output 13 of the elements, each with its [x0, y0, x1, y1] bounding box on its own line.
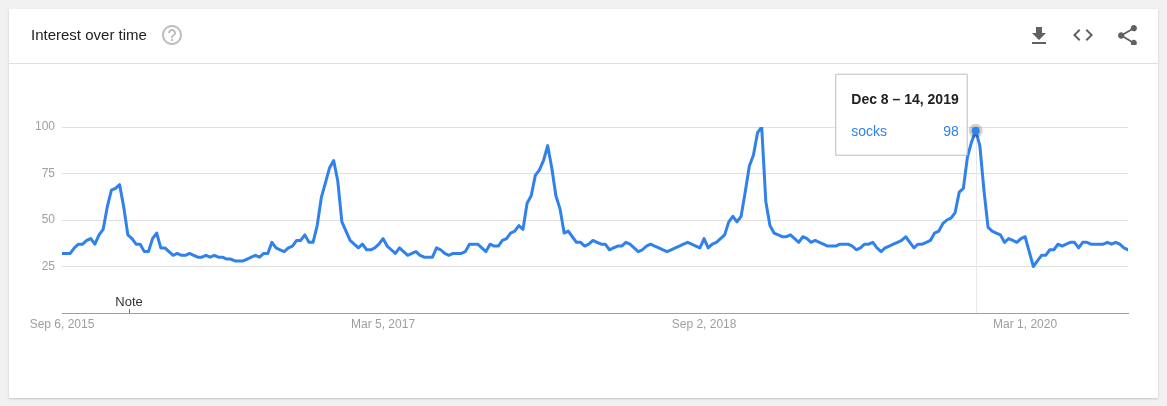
x-tick-label: Sep 6, 2015 — [29, 316, 95, 331]
data-label: 98 — [943, 122, 959, 139]
y-tick-label: 75 — [41, 165, 56, 180]
x-tick-label: Mar 1, 2020 — [993, 316, 1058, 331]
y-tick-label: 100 — [34, 119, 56, 134]
y-tick-label: 50 — [41, 212, 56, 227]
x-tick-label: Sep 2, 2018 — [671, 316, 737, 331]
x-tick-label: Mar 5, 2017 — [351, 316, 416, 331]
annotation: Note — [115, 294, 143, 309]
chart-title: Interest over time — [31, 26, 147, 44]
ref-line-label: Dec 8 – 14, 2019 — [851, 90, 959, 107]
y-tick-label: 25 — [41, 258, 56, 273]
text: socks — [851, 122, 888, 139]
